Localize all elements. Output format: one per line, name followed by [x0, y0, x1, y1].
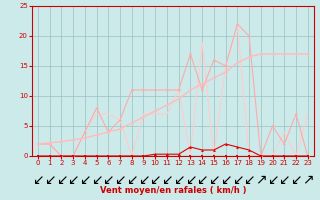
X-axis label: Vent moyen/en rafales ( km/h ): Vent moyen/en rafales ( km/h )	[100, 186, 246, 195]
